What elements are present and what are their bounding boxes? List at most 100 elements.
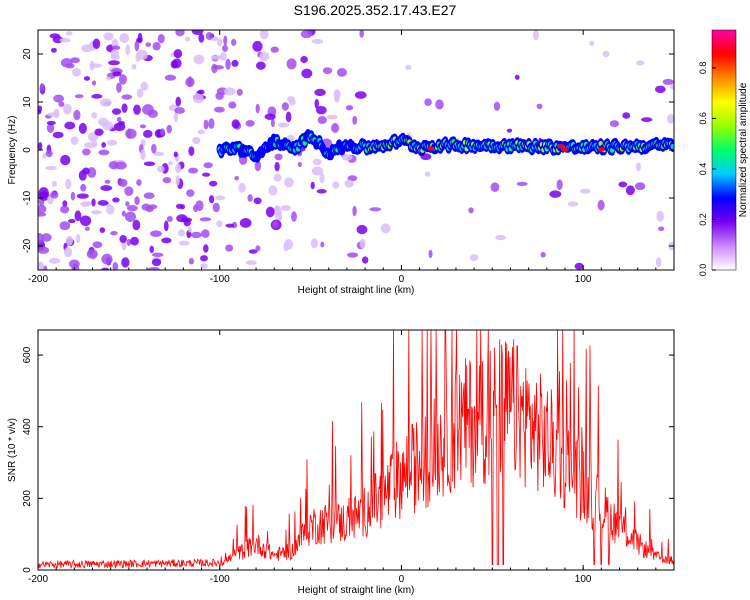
spectrogram-noise-blob (495, 234, 506, 241)
spectrogram-noise-blob (264, 113, 276, 120)
spectrogram-noise-blob (331, 123, 340, 133)
spectrogram-hotspot (427, 146, 435, 151)
spectrogram-noise-blob (222, 44, 229, 52)
spectrogram-noise-blob (149, 230, 162, 237)
spectrogram-noise-blob (589, 40, 595, 46)
spectrogram-noise-blob (153, 151, 165, 157)
spectrogram-noise-blob (354, 91, 367, 99)
spectrogram-noise-blob (125, 201, 130, 207)
spectrogram-noise-blob (126, 128, 132, 139)
spectrogram-noise-blob (51, 180, 57, 187)
spectrogram-noise-blob (175, 175, 180, 186)
spectrogram-noise-blob (195, 200, 204, 212)
spectrogram-noise-blob (38, 212, 47, 217)
colorbar (712, 30, 736, 270)
spectrogram-noise-blob (112, 197, 120, 203)
spectrogram-noise-blob (50, 191, 59, 199)
spectrogram-noise-blob (514, 74, 520, 80)
spectrogram-noise-blob (201, 229, 210, 238)
spectrogram-noise-blob (216, 220, 223, 228)
spectrogram-noise-blob (139, 124, 147, 129)
spectrogram-noise-blob (208, 118, 215, 129)
spectrogram-noise-blob (79, 215, 92, 226)
spectrogram-noise-blob (81, 44, 93, 53)
spectrogram-noise-blob (493, 101, 501, 111)
spectrogram-noise-blob (99, 98, 112, 107)
spectrogram-noise-blob (187, 76, 193, 87)
spectrogram-noise-blob (268, 185, 278, 196)
colorbar-tick-label: 0.6 (698, 112, 708, 125)
colorbar-frame (711, 29, 737, 271)
spectrogram-y-tick-label: 10 (22, 96, 33, 108)
spectrogram-noise-blob (361, 256, 369, 264)
spectrogram-noise-blob (197, 129, 205, 135)
spectrogram-noise-blob (310, 238, 318, 249)
spectrogram-noise-blob (506, 128, 513, 133)
spectrogram-noise-blob (91, 94, 103, 99)
spectrogram-noise-blob (284, 177, 294, 188)
spectrogram-noise-blob (159, 128, 165, 136)
spectrogram-noise-blob (270, 46, 279, 53)
spectrogram-noise-blob (352, 115, 358, 125)
spectrogram-noise-blob (80, 183, 87, 192)
spectrogram-noise-blob (112, 71, 122, 77)
spectrogram-noise-blob (140, 149, 146, 161)
spectrogram-noise-blob (190, 231, 202, 239)
spectrogram-noise-blob (92, 38, 101, 50)
spectrogram-noise-blob (231, 59, 239, 67)
spectrogram-noise-blob (290, 211, 297, 222)
spectrogram-noise-blob (667, 113, 674, 124)
spectrogram-noise-blob (101, 141, 106, 148)
spectrogram-y-tick-label: 0 (22, 147, 33, 153)
spectrogram-noise-blob (75, 234, 81, 244)
spectrogram-noise-blob (63, 103, 72, 115)
spectrogram-noise-blob (72, 67, 81, 77)
spectrogram-noise-blob (119, 33, 130, 43)
spectrogram-noise-blob (516, 181, 528, 187)
spectrogram-noise-blob (151, 143, 157, 154)
spectrogram-noise-blob (255, 61, 266, 70)
spectrogram-noise-blob (468, 207, 474, 214)
spectrogram-noise-blob (273, 173, 282, 182)
spectrogram-noise-blob (185, 36, 191, 42)
spectrogram-y-tick-label: 20 (22, 48, 33, 60)
spectrogram-noise-blob (312, 158, 322, 166)
spectrogram-noise-blob (121, 103, 128, 113)
spectrogram-noise-blob (38, 246, 50, 254)
spectrogram-noise-blob (45, 166, 57, 171)
spectrogram-noise-blob (208, 195, 215, 204)
spectrogram-noise-blob (274, 153, 283, 161)
spectrogram-noise-blob (326, 114, 338, 120)
spectrogram-noise-blob (82, 148, 91, 156)
spectrogram-noise-blob (490, 182, 500, 192)
spectrogram-noise-blob (90, 210, 102, 215)
spectrogram-noise-blob (118, 178, 128, 188)
spectrogram-noise-blob (609, 120, 619, 128)
spectrogram-noise-blob (225, 223, 235, 228)
spectrogram-noise-blob (145, 42, 152, 47)
spectrogram-noise-blob (334, 94, 340, 103)
spectrogram-noise-blob (300, 30, 313, 39)
spectrogram-noise-blob (126, 204, 138, 212)
spectrogram-noise-blob (259, 51, 270, 62)
spectrogram-noise-blob (209, 180, 218, 187)
spectrogram-noise-blob (175, 96, 182, 107)
spectrogram-ridge-cell (670, 143, 674, 150)
spectrogram-noise-blob (198, 33, 205, 43)
spectrogram-noise-blob (58, 101, 65, 107)
spectrogram-noise-blob (424, 171, 431, 177)
spectrogram-noise-blob (345, 104, 354, 111)
spectrogram-noise-blob (332, 181, 340, 189)
spectrogram-noise-blob (428, 249, 433, 259)
spectrogram-noise-blob (131, 63, 137, 70)
spectrogram-noise-blob (104, 179, 111, 184)
spectrogram-noise-blob (113, 122, 126, 132)
colorbar-tick-label: 0.0 (698, 264, 708, 277)
snr-x-tick-label: 100 (575, 574, 592, 585)
spectrogram-noise-blob (188, 146, 195, 156)
spectrogram-noise-blob (655, 85, 666, 94)
spectrogram-noise-blob (272, 221, 279, 228)
spectrogram-noise-blob (82, 167, 90, 175)
spectrogram-noise-blob (136, 179, 142, 186)
spectrogram-noise-blob (70, 57, 80, 64)
